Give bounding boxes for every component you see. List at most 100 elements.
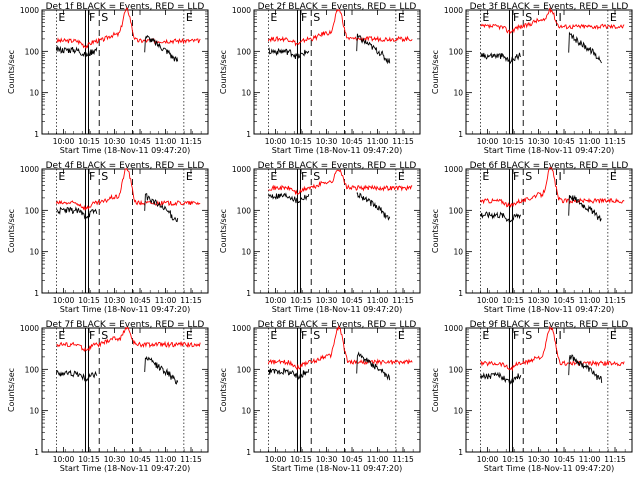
marker-e: E (398, 329, 405, 342)
plot-frame (253, 9, 421, 135)
lld-series-line (268, 169, 413, 196)
x-tick-label: 11:00 (367, 455, 389, 464)
marker-f: F (301, 170, 307, 183)
x-tick-label: 10:15 (290, 455, 312, 464)
marker-e: E (610, 329, 617, 342)
x-tick-label: 10:45 (341, 296, 363, 305)
y-tick-label: 1000 (20, 6, 39, 15)
x-tick-label: 11:00 (579, 455, 601, 464)
x-tick-label: 10:15 (502, 296, 524, 305)
marker-f: F (89, 170, 95, 183)
marker-e: E (58, 170, 65, 183)
lld-series-line (267, 8, 413, 47)
marker-e: E (270, 329, 277, 342)
y-tick-label: 100 (25, 47, 40, 56)
x-tick-label: 11:00 (579, 296, 601, 305)
x-tick-label: 10:15 (78, 296, 100, 305)
panel-det-4f: Det 4f BLACK = Events, RED = LLD 1 10 100 10… (7, 161, 209, 314)
marker-e: E (482, 170, 489, 183)
plot-frame (41, 9, 209, 135)
panel-title: Det 3f BLACK = Events, RED = LLD (470, 2, 629, 12)
y-tick-label: 10 (29, 89, 39, 98)
x-tick-label: 11:15 (180, 137, 202, 146)
x-tick-label: 10:00 (53, 137, 75, 146)
y-tick-label: 1 (458, 289, 463, 298)
y-tick-label: 100 (25, 365, 40, 374)
x-axis-label: Start Time (18-Nov-11 09:47:20) (484, 305, 614, 314)
panel-det-2f: Det 2f BLACK = Events, RED = LLD 1 10 100 10… (219, 2, 421, 155)
y-axis-label: Counts/sec (431, 50, 440, 94)
y-tick-label: 100 (449, 47, 464, 56)
x-tick-label: 10:00 (53, 296, 75, 305)
x-tick-label: 10:30 (528, 296, 550, 305)
x-axis-label: Start Time (18-Nov-11 09:47:20) (60, 305, 190, 314)
plot-frame (41, 327, 209, 453)
marker-f: F (89, 11, 95, 24)
plot-frame (465, 327, 633, 453)
x-tick-label: 11:00 (579, 137, 601, 146)
y-tick-label: 10 (241, 248, 251, 257)
x-tick-label: 10:45 (129, 296, 151, 305)
y-axis-label: Counts/sec (7, 50, 16, 94)
panel-det-6f: Det 6f BLACK = Events, RED = LLD 1 10 100 10… (431, 161, 633, 314)
x-tick-label: 10:15 (502, 455, 524, 464)
marker-e: E (610, 170, 617, 183)
x-tick-label: 10:30 (316, 296, 338, 305)
panel-title: Det 2f BLACK = Events, RED = LLD (258, 2, 417, 12)
y-tick-label: 10 (453, 407, 463, 416)
panel-title: Det 1f BLACK = Events, RED = LLD (46, 2, 205, 12)
x-tick-label: 11:00 (155, 296, 177, 305)
lld-series-line (479, 166, 625, 208)
y-axis-label: Counts/sec (431, 368, 440, 412)
x-tick-label: 11:00 (155, 455, 177, 464)
marker-f: F (513, 329, 519, 342)
marker-f: F (89, 329, 95, 342)
plot-frame (253, 327, 421, 453)
marker-s: S (313, 11, 320, 24)
plot-frame (41, 168, 209, 294)
y-tick-label: 100 (449, 206, 464, 215)
x-axis-label: Start Time (18-Nov-11 09:47:20) (484, 464, 614, 473)
marker-s: S (101, 11, 108, 24)
x-tick-label: 10:00 (53, 455, 75, 464)
events-series-line (479, 194, 602, 224)
y-tick-label: 1 (458, 130, 463, 139)
y-tick-label: 10 (453, 248, 463, 257)
panel-title: Det 6f BLACK = Events, RED = LLD (470, 161, 629, 171)
x-tick-label: 11:15 (604, 137, 626, 146)
events-series-line (479, 354, 603, 385)
marker-e: E (482, 329, 489, 342)
x-tick-label: 10:45 (129, 455, 151, 464)
x-tick-label: 11:15 (392, 455, 414, 464)
marker-e: E (186, 11, 193, 24)
marker-e: E (58, 329, 65, 342)
y-axis-label: Counts/sec (219, 50, 228, 94)
y-tick-label: 10 (453, 89, 463, 98)
y-axis-label: Counts/sec (431, 209, 440, 253)
lld-series-line (267, 325, 413, 371)
x-tick-label: 11:00 (155, 137, 177, 146)
x-tick-label: 11:15 (392, 137, 414, 146)
x-tick-label: 10:30 (528, 137, 550, 146)
panel-det-8f: Det 8f BLACK = Events, RED = LLD 1 10 100 10… (219, 320, 421, 473)
y-tick-label: 10 (29, 248, 39, 257)
x-tick-label: 10:15 (78, 137, 100, 146)
plot-frame (253, 168, 421, 294)
lld-series-line (480, 7, 625, 35)
y-axis-label: Counts/sec (7, 209, 16, 253)
events-series-line (267, 351, 391, 381)
lld-series-line (56, 326, 201, 353)
x-tick-label: 10:00 (265, 455, 287, 464)
panel-det-1f: Det 1f BLACK = Events, RED = LLD 1 10 100 10… (7, 2, 209, 155)
x-tick-label: 11:00 (367, 137, 389, 146)
marker-s: S (313, 329, 320, 342)
marker-i: I (558, 11, 561, 24)
x-tick-label: 11:15 (180, 455, 202, 464)
lld-series-line (56, 7, 201, 50)
x-axis-label: Start Time (18-Nov-11 09:47:20) (272, 464, 402, 473)
y-tick-label: 1000 (444, 324, 463, 333)
y-tick-label: 1000 (232, 6, 251, 15)
x-tick-label: 10:15 (290, 137, 312, 146)
y-tick-label: 1 (246, 289, 251, 298)
